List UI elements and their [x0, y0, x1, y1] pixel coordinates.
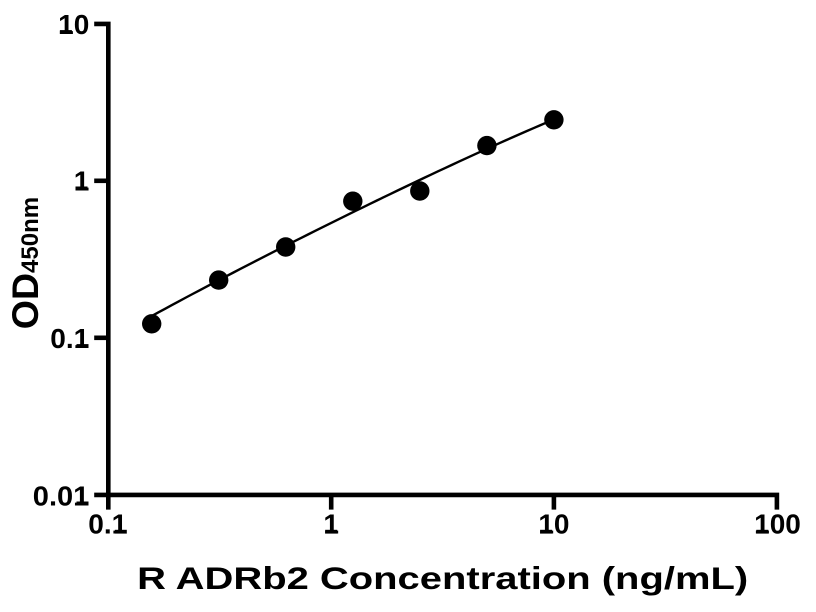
svg-text:0.01: 0.01 — [33, 480, 90, 511]
svg-text:100: 100 — [754, 509, 801, 540]
svg-text:0.1: 0.1 — [88, 509, 127, 540]
svg-text:1: 1 — [74, 165, 90, 196]
svg-text:OD450nm: OD450nm — [4, 197, 46, 329]
svg-text:0.1: 0.1 — [50, 323, 89, 354]
svg-text:10: 10 — [58, 9, 89, 40]
svg-text:R ADRb2 Concentration (ng/mL): R ADRb2 Concentration (ng/mL) — [137, 560, 748, 596]
svg-text:1: 1 — [323, 509, 339, 540]
svg-text:10: 10 — [538, 509, 569, 540]
